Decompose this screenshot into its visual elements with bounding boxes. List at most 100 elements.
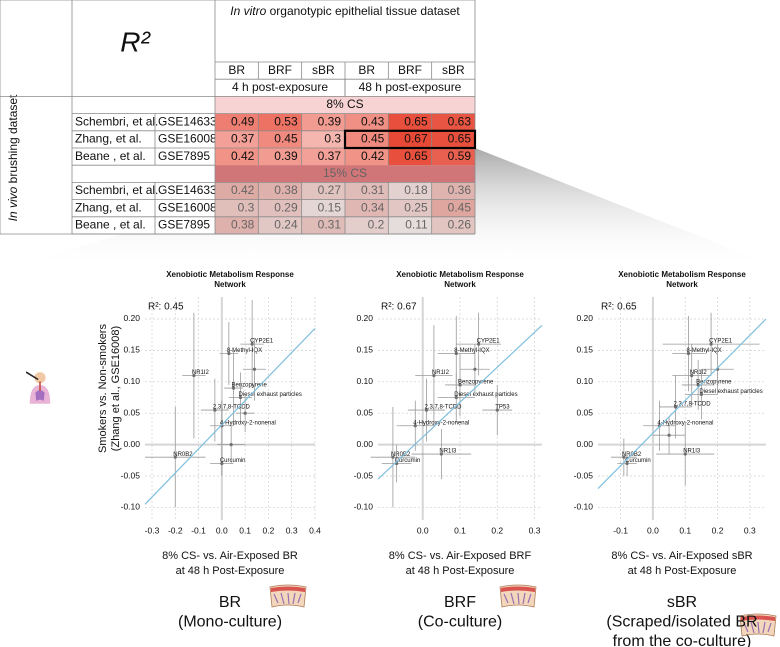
timepoint-header: 48 h post-exposure bbox=[359, 80, 462, 94]
column-header: sBR bbox=[442, 63, 465, 77]
timepoint-header: 4 h post-exposure bbox=[232, 80, 328, 94]
dataset-title-part: organotypic epithelial tissue dataset bbox=[266, 4, 460, 18]
point-label: 4-Hydroxy-2-nonenal bbox=[413, 420, 469, 426]
gse-id: GSE7895 bbox=[158, 218, 210, 232]
cell-value: 0.42 bbox=[361, 149, 385, 163]
x-tick-label: 0.3 bbox=[744, 525, 756, 535]
cell-value: 0.65 bbox=[448, 132, 472, 146]
column-header: BR bbox=[358, 63, 375, 77]
cell-value: 0.38 bbox=[231, 218, 255, 232]
side-label: In vivo brushing dataset bbox=[6, 94, 20, 221]
point bbox=[699, 392, 703, 396]
heat-cell bbox=[345, 113, 389, 131]
cell-value: 0.43 bbox=[361, 114, 385, 128]
point bbox=[667, 433, 671, 437]
point bbox=[213, 408, 217, 412]
panel-caption: sBR bbox=[667, 594, 697, 611]
x-tick-label: 0.1 bbox=[679, 525, 691, 535]
x-axis-label: at 48 h Post-Exposure bbox=[628, 565, 737, 577]
r-squared-annotation: R²: 0.67 bbox=[381, 302, 417, 313]
x-tick-label: -0.1 bbox=[613, 525, 628, 535]
point-label: NR0B2 bbox=[173, 452, 193, 458]
point-label: Curcumin bbox=[625, 458, 651, 464]
y-tick-label: 0.15 bbox=[356, 345, 373, 355]
y-tick-label: 0.10 bbox=[576, 376, 593, 386]
point-label: Diesel exhaust particles bbox=[699, 389, 762, 395]
cell-value: 0.15 bbox=[318, 200, 342, 214]
heat-cell bbox=[345, 130, 389, 148]
cell-value: 0.38 bbox=[274, 183, 298, 197]
y-tick-label: -0.10 bbox=[121, 502, 141, 512]
x-axis-label: 8% CS- vs. Air-Exposed BRF bbox=[389, 550, 532, 562]
point-label: 8-Methyl-IQX bbox=[454, 348, 489, 354]
point-label: 2,3,7,8-TCDD bbox=[424, 405, 462, 411]
y-tick-label: 0.05 bbox=[576, 407, 593, 417]
gse-id: GSE16008 bbox=[158, 200, 217, 214]
heat-cell bbox=[388, 130, 432, 148]
cell-value: 0.31 bbox=[318, 218, 342, 232]
x-axis-label: at 48 h Post-Exposure bbox=[176, 565, 285, 577]
panel-caption: (Mono-culture) bbox=[178, 614, 282, 631]
point bbox=[250, 342, 254, 346]
y-axis-label: Smokers vs. Non-smokers bbox=[97, 324, 109, 453]
heat-cell bbox=[345, 199, 389, 217]
heat-cell bbox=[215, 148, 259, 166]
heat-cell bbox=[345, 148, 389, 166]
heat-cell bbox=[431, 182, 475, 200]
point bbox=[683, 452, 687, 456]
gse-id: GSE16008 bbox=[158, 132, 217, 146]
point-label: 8-Methyl-IQX bbox=[227, 348, 262, 354]
cell-value: 0.65 bbox=[404, 114, 428, 128]
corner-label: R² bbox=[120, 26, 151, 57]
point-label: Benzopyrene bbox=[231, 383, 267, 389]
point-label: Curcumin bbox=[220, 458, 246, 464]
point-label: CYP2E1 bbox=[250, 339, 274, 345]
heat-cell bbox=[258, 182, 302, 200]
section-label: 15% CS bbox=[323, 166, 367, 180]
study-name: Schembri, et al. bbox=[75, 114, 158, 128]
heat-cell bbox=[431, 130, 475, 148]
point-label: Diesel exhaust particles bbox=[454, 392, 517, 398]
heat-cell bbox=[258, 199, 302, 217]
tissue-icon bbox=[499, 584, 537, 608]
heat-cell bbox=[388, 199, 432, 217]
cell-value: 0.34 bbox=[361, 200, 385, 214]
heat-cell bbox=[258, 216, 302, 234]
cell-value: 0.24 bbox=[274, 218, 298, 232]
section-band bbox=[215, 165, 475, 183]
y-tick-label: 0.20 bbox=[576, 313, 593, 323]
scatter-panels: -0.10 -0.05 0.00 0.05 0.10 0.15 0.20 -0.3 -0.2 -0… bbox=[97, 270, 767, 647]
point bbox=[477, 342, 481, 346]
cell-value: 0.2 bbox=[368, 218, 385, 232]
x-tick-label: 0.0 bbox=[647, 525, 659, 535]
point bbox=[454, 351, 458, 356]
dataset-title-part: In vitro bbox=[230, 4, 266, 18]
point-label: Benzopyrene bbox=[458, 380, 494, 386]
panel-caption: (Scraped/isolated BR bbox=[606, 614, 757, 631]
cell-value: 0.37 bbox=[231, 132, 255, 146]
heat-cell bbox=[388, 113, 432, 131]
heat-cell bbox=[431, 216, 475, 234]
y-tick-label: 0.10 bbox=[356, 376, 373, 386]
y-tick-label: 0.10 bbox=[123, 376, 140, 386]
chart-title: Network bbox=[666, 280, 698, 289]
tissue-icon bbox=[269, 584, 307, 608]
point bbox=[673, 405, 678, 409]
y-tick-label: 0.05 bbox=[123, 407, 140, 417]
x-tick-label: -0.3 bbox=[145, 525, 160, 535]
point bbox=[495, 408, 499, 412]
point bbox=[391, 455, 395, 459]
y-tick-label: -0.05 bbox=[354, 470, 374, 480]
section-label: 8% CS bbox=[326, 97, 363, 111]
chart-title: Xenobiotic Metabolism Response bbox=[618, 270, 746, 279]
cell-value: 0.26 bbox=[448, 218, 472, 232]
heat-cell bbox=[431, 148, 475, 166]
point bbox=[252, 367, 257, 371]
point-label: TP53 bbox=[495, 405, 510, 411]
point bbox=[173, 455, 177, 459]
point bbox=[220, 461, 224, 466]
x-tick-label: 0.1 bbox=[454, 525, 466, 535]
cell-value: 0.3 bbox=[238, 200, 255, 214]
study-name: Beane , et al. bbox=[75, 218, 146, 232]
cell-value: 0.63 bbox=[448, 114, 472, 128]
